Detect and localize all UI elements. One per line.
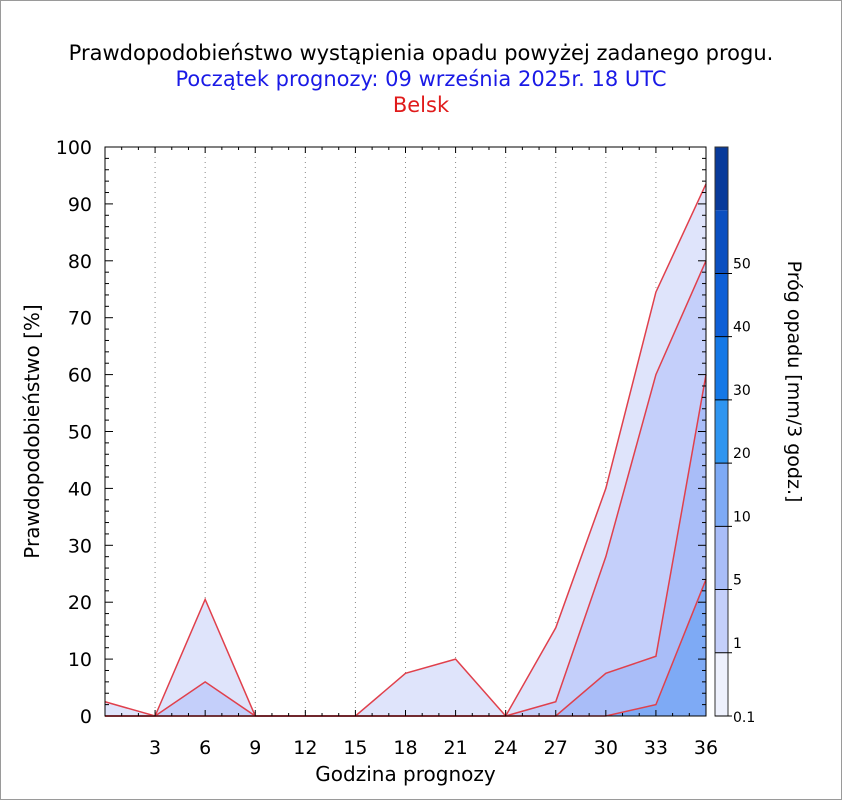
y-tick-label: 0 (80, 706, 92, 728)
area-threshold-5 (105, 374, 706, 716)
colorbar-tick-label: 30 (733, 383, 751, 399)
colorbar-segment (715, 147, 728, 211)
chart-location: Belsk (392, 93, 450, 117)
chart-subtitle: Początek prognozy: 09 września 2025r. 18… (175, 67, 667, 91)
x-tick-label: 30 (594, 737, 618, 759)
chart-title: Prawdopodobieństwo wystąpienia opadu pow… (68, 41, 774, 65)
colorbar-segment (715, 210, 728, 274)
x-tick-label: 36 (694, 737, 718, 759)
x-tick-label: 12 (293, 737, 317, 759)
colorbar-segment (715, 589, 728, 653)
y-tick-label: 20 (68, 592, 92, 614)
line-threshold-0.1 (104, 183, 707, 718)
y-tick-label: 10 (68, 649, 92, 671)
colorbar-tick-label: 50 (733, 256, 751, 272)
y-axis-label: Prawdopodobieństwo [%] (20, 304, 44, 558)
colorbar-tick-label: 0.1 (733, 710, 755, 726)
x-tick-label: 27 (544, 737, 568, 759)
x-tick-label: 33 (644, 737, 668, 759)
colorbar-tick-label: 40 (733, 320, 751, 336)
x-axis-label: Godzina prognozy (315, 762, 496, 786)
x-tick-label: 9 (249, 737, 261, 759)
y-tick-label: 60 (68, 365, 92, 387)
y-tick-label: 50 (68, 422, 92, 444)
colorbar-segment (715, 273, 728, 337)
x-tick-label: 3 (149, 737, 161, 759)
colorbar-label: Próg opadu [mm/3 godz.] (783, 261, 805, 503)
y-tick-label: 70 (68, 308, 92, 330)
x-tick-label: 18 (393, 737, 417, 759)
x-tick-label: 6 (199, 737, 211, 759)
colorbar-segment (715, 463, 728, 527)
colorbar-segment (715, 526, 728, 590)
y-tick-label: 100 (56, 137, 92, 159)
colorbar-segment (715, 652, 728, 716)
x-tick-label: 24 (494, 737, 518, 759)
y-tick-label: 30 (68, 535, 92, 557)
colorbar-tick-label: 1 (733, 636, 742, 652)
y-tick-label: 80 (68, 251, 92, 273)
x-tick-label: 21 (443, 737, 467, 759)
colorbar-segment (715, 336, 728, 400)
y-tick-label: 40 (68, 478, 92, 500)
colorbar-tick-label: 10 (733, 509, 751, 525)
colorbar-tick-label: 20 (733, 446, 751, 462)
colorbar-segment (715, 399, 728, 464)
y-tick-label: 90 (68, 194, 92, 216)
colorbar-tick-label: 5 (733, 573, 742, 589)
x-tick-label: 15 (343, 737, 367, 759)
